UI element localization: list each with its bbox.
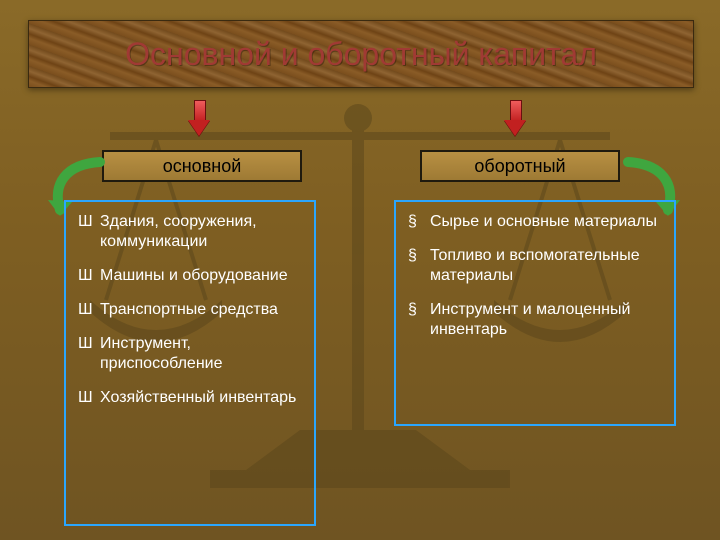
slide: Основной и оборотный капитал основной об… — [0, 0, 720, 540]
slide-title: Основной и оборотный капитал — [125, 36, 597, 73]
down-arrow-right-icon — [504, 100, 526, 136]
list-item: Машины и оборудование — [78, 266, 302, 286]
list-item: Сырье и основные материалы — [408, 212, 662, 232]
label-right: оборотный — [420, 150, 620, 182]
list-item: Инструмент и малоценный инвентарь — [408, 300, 662, 340]
list-item-text: Топливо и вспомогательные материалы — [430, 247, 640, 284]
list-item-text: Машины и оборудование — [100, 267, 288, 284]
list-item: Топливо и вспомогательные материалы — [408, 246, 662, 286]
list-item-text: Здания, сооружения, коммуникации — [100, 213, 257, 250]
list-item: Здания, сооружения, коммуникации — [78, 212, 302, 252]
title-bar: Основной и оборотный капитал — [28, 20, 694, 88]
down-arrow-left-icon — [188, 100, 210, 136]
list-item: Транспортные средства — [78, 300, 302, 320]
list-item-text: Инструмент, приспособление — [100, 335, 223, 372]
label-left: основной — [102, 150, 302, 182]
list-item: Инструмент, приспособление — [78, 334, 302, 374]
list-item-text: Инструмент и малоценный инвентарь — [430, 301, 630, 338]
list-item: Хозяйственный инвентарь — [78, 388, 302, 408]
list-item-text: Хозяйственный инвентарь — [100, 389, 296, 406]
list-item-text: Транспортные средства — [100, 301, 278, 318]
list-box-left: Здания, сооружения, коммуникации Машины … — [64, 200, 316, 526]
list-item-text: Сырье и основные материалы — [430, 213, 657, 230]
list-box-right: Сырье и основные материалы Топливо и всп… — [394, 200, 676, 426]
